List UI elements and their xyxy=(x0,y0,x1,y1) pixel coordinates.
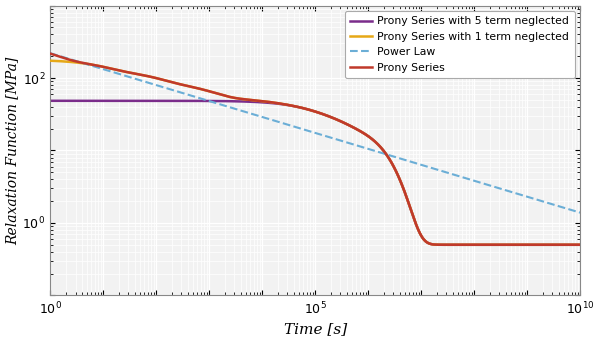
Prony Series xyxy=(391,167,398,171)
Legend: Prony Series with 5 term neglected, Prony Series with 1 term neglected, Power La: Prony Series with 5 term neglected, Pron… xyxy=(345,11,575,78)
Y-axis label: Relaxation Function [MPa]: Relaxation Function [MPa] xyxy=(5,56,20,245)
Prony Series with 5 term neglected xyxy=(442,243,449,247)
Power Law xyxy=(47,51,54,55)
Prony Series with 1 term neglected xyxy=(577,243,584,247)
Prony Series with 5 term neglected xyxy=(466,243,473,247)
Prony Series with 1 term neglected xyxy=(143,74,150,78)
Power Law xyxy=(391,155,398,159)
Power Law xyxy=(249,112,256,116)
Prony Series with 5 term neglected xyxy=(364,134,371,138)
Power Law xyxy=(482,182,490,186)
Prony Series xyxy=(442,243,449,247)
Line: Prony Series with 1 term neglected: Prony Series with 1 term neglected xyxy=(50,61,580,245)
Line: Prony Series with 5 term neglected: Prony Series with 5 term neglected xyxy=(50,101,580,245)
Prony Series with 5 term neglected xyxy=(143,99,150,103)
Prony Series with 1 term neglected xyxy=(249,98,256,102)
Prony Series xyxy=(466,243,473,247)
Power Law xyxy=(143,80,150,84)
Prony Series with 5 term neglected xyxy=(47,99,54,103)
Prony Series with 5 term neglected xyxy=(249,100,256,104)
Prony Series with 5 term neglected xyxy=(577,243,584,247)
Prony Series with 5 term neglected xyxy=(391,167,398,171)
Prony Series with 1 term neglected xyxy=(466,243,473,247)
Prony Series with 1 term neglected xyxy=(442,243,449,247)
Prony Series with 1 term neglected xyxy=(482,243,490,247)
Line: Prony Series: Prony Series xyxy=(50,54,580,245)
Power Law xyxy=(577,211,584,215)
Prony Series xyxy=(364,134,371,138)
X-axis label: Time [s]: Time [s] xyxy=(284,323,347,337)
Prony Series with 1 term neglected xyxy=(364,134,371,138)
Prony Series xyxy=(577,243,584,247)
Prony Series with 1 term neglected xyxy=(391,167,398,171)
Prony Series xyxy=(143,74,150,78)
Power Law xyxy=(364,147,371,151)
Prony Series xyxy=(249,98,256,102)
Prony Series xyxy=(47,52,54,56)
Prony Series xyxy=(482,243,490,247)
Prony Series with 5 term neglected xyxy=(482,243,490,247)
Prony Series with 1 term neglected xyxy=(47,59,54,63)
Power Law xyxy=(442,170,449,174)
Line: Power Law: Power Law xyxy=(50,53,580,213)
